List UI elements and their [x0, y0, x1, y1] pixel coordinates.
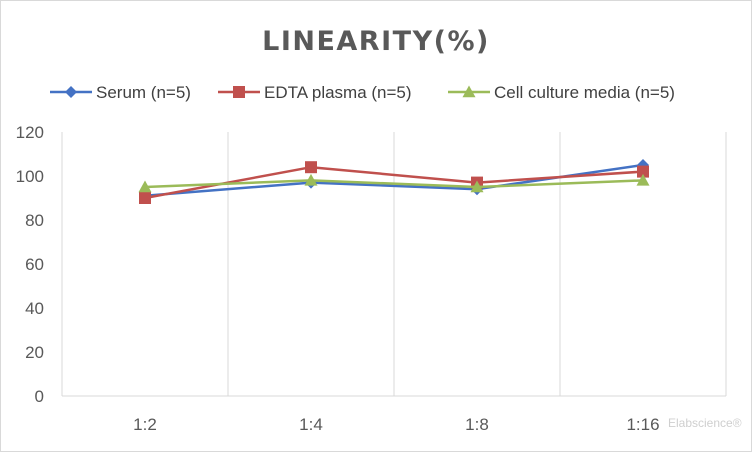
- legend-label: Cell culture media (n=5): [494, 83, 675, 102]
- x-tick-label: 1:4: [299, 415, 323, 434]
- chart-title: LINEARITY(%): [262, 26, 490, 57]
- legend-item-1: EDTA plasma (n=5): [218, 83, 412, 102]
- legend-marker: [65, 86, 77, 98]
- y-tick-label: 80: [25, 211, 44, 230]
- y-tick-label: 20: [25, 343, 44, 362]
- y-tick-label: 60: [25, 255, 44, 274]
- legend-marker: [233, 86, 245, 98]
- x-tick-label: 1:2: [133, 415, 157, 434]
- series-2: [138, 173, 650, 193]
- legend-item-2: Cell culture media (n=5): [448, 83, 675, 102]
- data-point: [138, 180, 152, 193]
- legend-item-0: Serum (n=5): [50, 83, 191, 102]
- data-point: [304, 173, 318, 186]
- y-tick-label: 0: [35, 387, 44, 406]
- legend: Serum (n=5) EDTA plasma (n=5) Cell culture…: [50, 83, 675, 102]
- y-tick-label: 120: [16, 123, 44, 142]
- x-tick-label: 1:16: [626, 415, 659, 434]
- series-line: [144, 179, 644, 189]
- data-point: [637, 165, 649, 178]
- x-axis-ticks: 1:2 1:4 1:8 1:16: [133, 415, 659, 434]
- x-tick-label: 1:8: [465, 415, 489, 434]
- data-point: [636, 173, 650, 186]
- data-point: [139, 192, 151, 204]
- data-point: [305, 161, 317, 174]
- watermark: Elabscience®: [668, 416, 742, 430]
- legend-label: EDTA plasma (n=5): [264, 83, 412, 102]
- y-tick-label: 100: [16, 167, 44, 186]
- gridlines: [61, 132, 727, 397]
- y-axis-ticks: 0 20 40 60 80 100 120: [16, 123, 44, 406]
- series-layer: [138, 159, 650, 204]
- legend-label: Serum (n=5): [96, 83, 191, 102]
- legend-marker: [462, 85, 476, 98]
- data-point: [470, 180, 484, 193]
- y-tick-label: 40: [25, 299, 44, 318]
